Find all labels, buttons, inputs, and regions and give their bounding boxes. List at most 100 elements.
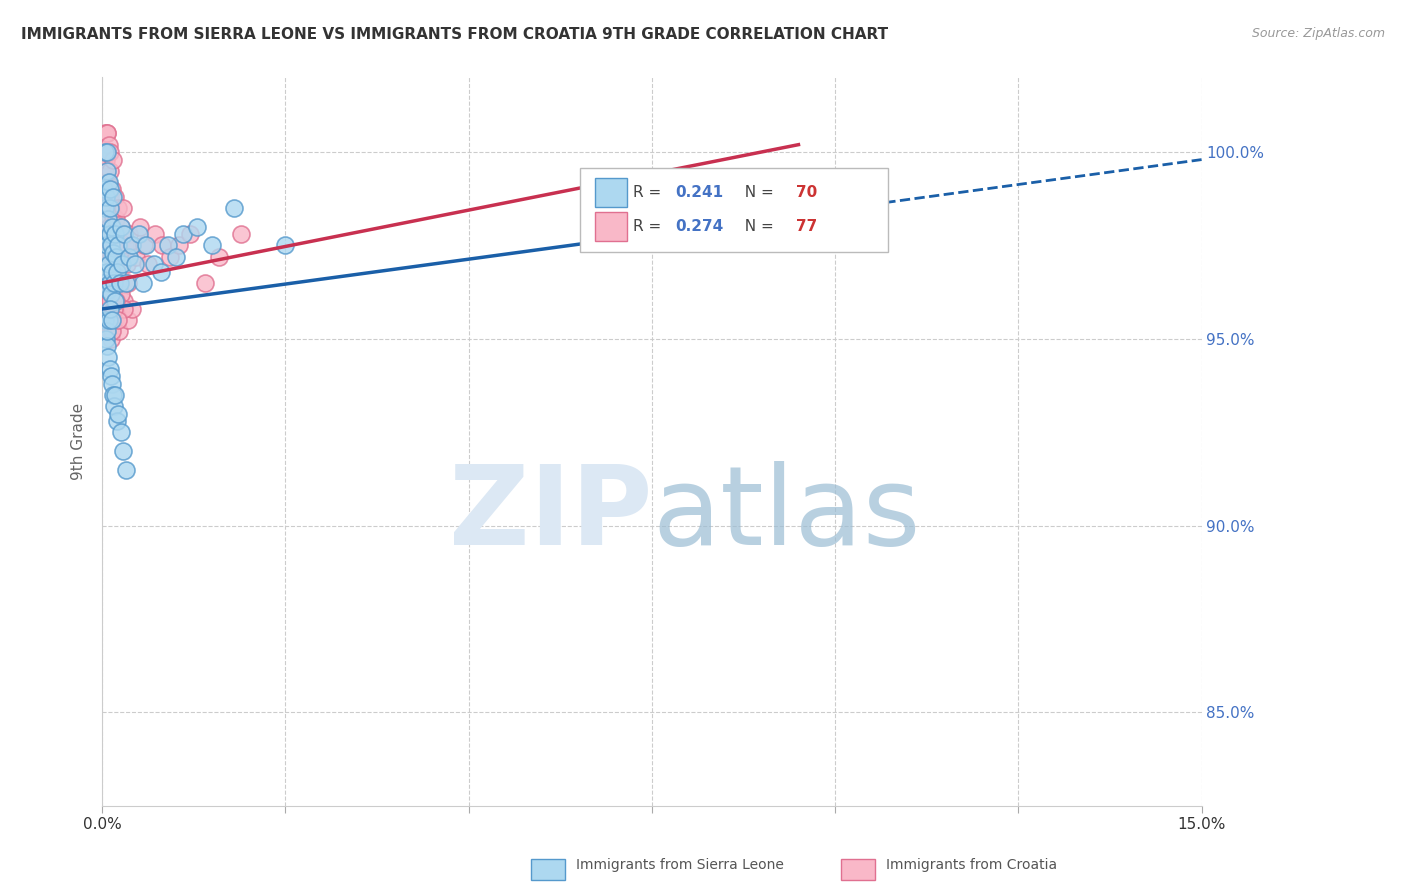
- Point: [101, 265, 124, 279]
- Point: [159, 250, 181, 264]
- Text: Immigrants from Croatia: Immigrants from Croatia: [886, 858, 1057, 872]
- Point: [94, 332, 117, 346]
- Point: [94, 201, 117, 215]
- Point: [117, 276, 139, 290]
- Point: [128, 227, 150, 242]
- Point: [100, 182, 122, 196]
- Point: [97, 287, 120, 301]
- FancyBboxPatch shape: [581, 169, 889, 252]
- Point: [94, 212, 117, 227]
- Point: [135, 238, 157, 252]
- Point: [96, 227, 118, 242]
- Point: [103, 301, 125, 316]
- Point: [94, 250, 117, 264]
- Point: [105, 301, 128, 316]
- Point: [98, 145, 121, 160]
- Point: [93, 182, 115, 196]
- Point: [129, 219, 152, 234]
- Point: [104, 190, 127, 204]
- Point: [98, 163, 121, 178]
- FancyBboxPatch shape: [595, 212, 627, 241]
- Point: [110, 287, 132, 301]
- Point: [94, 313, 117, 327]
- Text: Immigrants from Sierra Leone: Immigrants from Sierra Leone: [576, 858, 785, 872]
- Point: [103, 388, 125, 402]
- Point: [94, 190, 117, 204]
- Point: [110, 301, 132, 316]
- Point: [115, 257, 138, 271]
- Point: [98, 324, 121, 338]
- Y-axis label: 9th Grade: 9th Grade: [72, 403, 86, 480]
- Point: [143, 227, 166, 242]
- Point: [97, 313, 120, 327]
- Point: [103, 209, 125, 223]
- Point: [172, 227, 194, 242]
- Point: [97, 283, 120, 297]
- Point: [105, 250, 128, 264]
- Point: [117, 250, 139, 264]
- Point: [96, 265, 118, 279]
- Point: [98, 190, 121, 204]
- Point: [98, 227, 121, 242]
- Point: [101, 376, 124, 391]
- Point: [121, 238, 143, 252]
- Point: [131, 276, 153, 290]
- Point: [224, 201, 246, 215]
- Point: [118, 227, 141, 242]
- Point: [121, 238, 143, 252]
- Point: [114, 238, 136, 252]
- Point: [97, 313, 120, 327]
- Point: [108, 324, 131, 338]
- Point: [100, 324, 122, 338]
- Text: atlas: atlas: [652, 461, 921, 568]
- Point: [97, 212, 120, 227]
- Point: [96, 324, 118, 338]
- Point: [117, 313, 139, 327]
- Point: [96, 276, 118, 290]
- Point: [94, 127, 117, 141]
- Point: [105, 414, 128, 428]
- Text: Source: ZipAtlas.com: Source: ZipAtlas.com: [1251, 27, 1385, 40]
- Point: [97, 246, 120, 260]
- Point: [111, 257, 134, 271]
- Point: [142, 257, 165, 271]
- Point: [157, 238, 180, 252]
- Point: [274, 238, 297, 252]
- Point: [101, 287, 124, 301]
- Point: [107, 238, 129, 252]
- Text: N =: N =: [735, 185, 779, 200]
- Point: [103, 190, 125, 204]
- Point: [93, 276, 115, 290]
- Point: [96, 127, 118, 141]
- Point: [110, 425, 132, 440]
- Point: [110, 219, 132, 234]
- Point: [111, 443, 134, 458]
- Point: [107, 276, 129, 290]
- Point: [94, 287, 117, 301]
- Text: N =: N =: [735, 219, 779, 235]
- Point: [124, 257, 146, 271]
- Point: [100, 313, 122, 327]
- Point: [98, 361, 121, 376]
- Point: [167, 238, 190, 252]
- Point: [100, 219, 122, 234]
- Point: [97, 257, 120, 271]
- Point: [112, 227, 135, 242]
- Point: [100, 238, 122, 252]
- Point: [186, 219, 208, 234]
- Point: [105, 265, 128, 279]
- Point: [104, 257, 127, 271]
- Text: R =: R =: [633, 185, 666, 200]
- Text: R =: R =: [633, 219, 666, 235]
- Point: [96, 163, 118, 178]
- Point: [94, 163, 117, 178]
- Point: [104, 227, 127, 242]
- Point: [103, 399, 125, 413]
- Text: 0.241: 0.241: [675, 185, 723, 200]
- Point: [104, 313, 127, 327]
- Point: [98, 276, 121, 290]
- Text: 0.274: 0.274: [675, 219, 723, 235]
- Text: ZIP: ZIP: [449, 461, 652, 568]
- Point: [97, 175, 120, 189]
- Point: [108, 238, 131, 252]
